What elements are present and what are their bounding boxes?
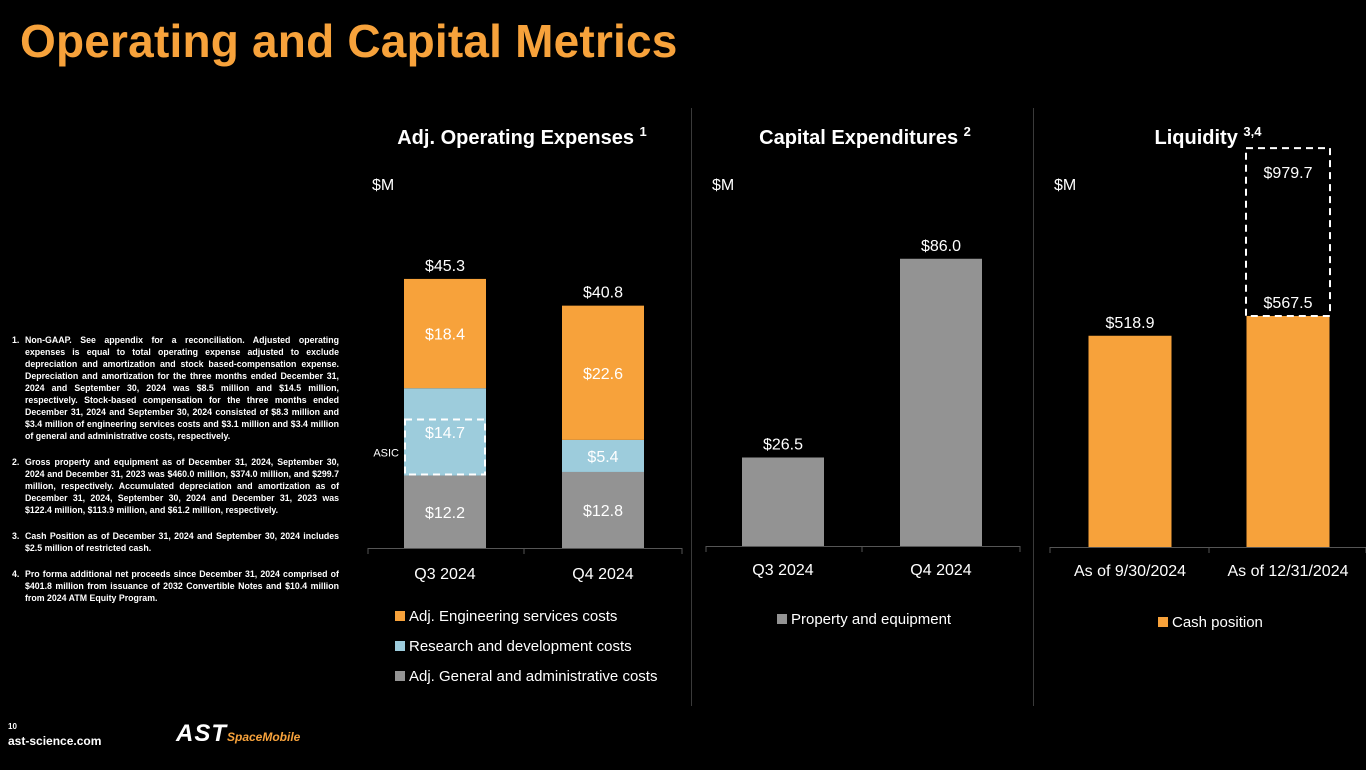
footnote-text: Pro forma additional net proceeds since …: [25, 569, 339, 603]
chart-title: Capital Expenditures 2: [759, 124, 971, 149]
data-label: $22.6: [583, 366, 623, 383]
chart-title: Adj. Operating Expenses 1: [397, 124, 647, 149]
bar-segment: [900, 258, 982, 546]
legend-label: Cash position: [1172, 614, 1263, 631]
bar-segment: [1246, 315, 1330, 547]
data-label: $14.7: [425, 425, 465, 442]
total-label: $40.8: [583, 285, 623, 302]
bar-segment: [404, 278, 486, 389]
bar-segment: [742, 457, 824, 546]
data-label: $5.4: [587, 449, 618, 466]
panel-divider: [691, 108, 692, 706]
asic-label: ASIC: [373, 448, 399, 460]
category-label: Q4 2024: [572, 566, 633, 583]
pro-forma-box: [1245, 147, 1331, 317]
data-label: $26.5: [763, 436, 803, 453]
bar-segment: [562, 439, 644, 472]
unit-label: $M: [372, 177, 394, 194]
bar-segment: [1088, 335, 1172, 547]
footnote-number: 1.: [12, 335, 20, 345]
page-title: Operating and Capital Metrics: [20, 15, 678, 67]
category-label: As of 9/30/2024: [1074, 563, 1186, 580]
unit-label: $M: [1054, 177, 1076, 194]
website-link[interactable]: ast-science.com: [8, 734, 102, 748]
footnote-number: 4.: [12, 569, 20, 579]
category-label: As of 12/31/2024: [1228, 563, 1349, 580]
legend-swatch: [777, 614, 787, 624]
chart-title: Liquidity 3,4: [1155, 124, 1263, 149]
pro-forma-label: $979.7: [1264, 165, 1313, 182]
bar-segment: [562, 471, 644, 548]
footnotes: 1. Non-GAAP. See appendix for a reconcili…: [12, 334, 339, 618]
footnote-4: 4. Pro forma additional net proceeds sinc…: [12, 568, 339, 604]
company-logo: ASTSpaceMobile: [176, 720, 300, 748]
unit-label: $M: [712, 177, 734, 194]
logo-main: AST: [176, 720, 227, 747]
footnote-text: Non-GAAP. See appendix for a reconciliat…: [25, 335, 339, 441]
legend-swatch: [395, 641, 405, 651]
legend-swatch: [395, 671, 405, 681]
footnote-2: 2. Gross property and equipment as of Dec…: [12, 456, 339, 516]
category-label: Q3 2024: [414, 566, 475, 583]
footnote-text: Gross property and equipment as of Decem…: [25, 457, 339, 515]
data-label: $86.0: [921, 238, 961, 255]
panel-divider: [1033, 108, 1034, 706]
footnote-1: 1. Non-GAAP. See appendix for a reconcili…: [12, 334, 339, 442]
asic-highlight-box: [404, 418, 486, 476]
legend-label: Adj. General and administrative costs: [409, 668, 657, 685]
category-label: Q4 2024: [910, 562, 971, 579]
footnote-3: 3. Cash Position as of December 31, 2024 …: [12, 530, 339, 554]
footnote-text: Cash Position as of December 31, 2024 an…: [25, 531, 339, 553]
legend-label: Research and development costs: [409, 638, 632, 655]
legend-swatch: [395, 611, 405, 621]
bar-segment: [404, 475, 486, 548]
legend-label: Adj. Engineering services costs: [409, 608, 617, 625]
footnote-number: 3.: [12, 531, 20, 541]
data-label: $567.5: [1264, 295, 1313, 312]
legend-swatch: [1158, 617, 1168, 627]
data-label: $12.2: [425, 505, 465, 522]
legend-label: Property and equipment: [791, 611, 952, 628]
total-label: $45.3: [425, 258, 465, 275]
bar-segment: [562, 305, 644, 440]
page-number: 10: [8, 722, 17, 731]
data-label: $18.4: [425, 327, 465, 344]
data-label: $12.8: [583, 503, 623, 520]
category-label: Q3 2024: [752, 562, 813, 579]
data-label: $518.9: [1106, 315, 1155, 332]
footnote-number: 2.: [12, 457, 20, 467]
logo-sub: SpaceMobile: [227, 730, 301, 744]
bar-segment: [404, 388, 486, 476]
